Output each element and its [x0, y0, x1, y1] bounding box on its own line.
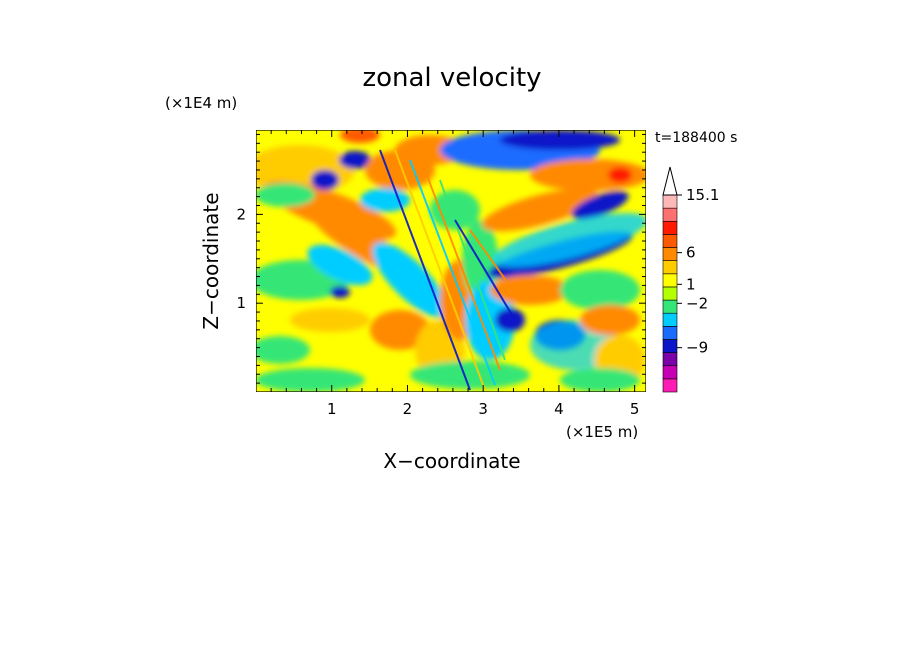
x-tick-label: 1	[327, 400, 337, 418]
blob	[340, 130, 380, 143]
streak	[394, 149, 486, 391]
streak	[469, 229, 521, 301]
blob	[311, 170, 339, 190]
colorbar-segment	[662, 339, 678, 353]
colorbar-label: 6	[686, 244, 696, 262]
colorbar-extend-arrow	[662, 166, 678, 196]
colorbar-segment	[662, 260, 678, 275]
x-tick-label: 4	[554, 400, 564, 418]
y-tick-labels: 12	[236, 205, 246, 312]
colorbar-segment	[662, 378, 678, 393]
colorbar-segment	[662, 220, 678, 235]
x-tick-label: 2	[403, 400, 413, 418]
y-scale-note: (×1E4 m)	[165, 94, 237, 112]
x-tick-label: 3	[478, 400, 488, 418]
streak	[409, 159, 496, 386]
streak	[424, 169, 501, 371]
blob	[372, 242, 448, 318]
blob	[560, 368, 640, 392]
time-label: t=188400 s	[655, 130, 737, 146]
wave-streaks	[379, 149, 521, 391]
blob	[290, 308, 370, 332]
blob	[307, 244, 373, 286]
colorbar-segment	[662, 352, 678, 367]
blob	[256, 183, 315, 207]
y-tick-label: 1	[236, 294, 246, 312]
blob	[410, 361, 530, 389]
colorbar-segment	[662, 299, 678, 314]
axis-ticks	[256, 130, 646, 392]
blob	[256, 368, 365, 392]
x-scale-note: (×1E5 m)	[566, 423, 638, 441]
colorbar-segment	[662, 286, 678, 301]
blob	[495, 308, 525, 332]
contour-plot-area	[256, 130, 646, 392]
streak	[379, 149, 471, 391]
colorbar	[662, 166, 678, 393]
streak	[439, 179, 506, 361]
streak	[454, 219, 516, 321]
colorbar-segment	[662, 234, 678, 248]
blob	[530, 159, 646, 191]
colorbar-segment	[662, 207, 678, 222]
colorbar-segment	[662, 326, 678, 340]
colorbar-labels: 15.1 6 1−2 −9	[677, 186, 719, 357]
blob	[492, 212, 646, 268]
y-axis-label: Z−coordinate	[199, 192, 223, 329]
blob	[370, 310, 430, 350]
colorbar-label: −2	[686, 294, 708, 312]
colorbar-label: −9	[686, 339, 708, 357]
blob	[560, 270, 640, 310]
colorbar-segment	[662, 365, 678, 380]
blob	[500, 130, 620, 150]
y-tick-label: 2	[236, 205, 246, 223]
blob	[339, 151, 371, 169]
colorbar-segment	[662, 247, 678, 261]
blob	[481, 188, 599, 232]
colorbar-segment	[662, 273, 678, 288]
x-tick-label: 5	[630, 400, 640, 418]
blob	[330, 286, 350, 298]
colorbar-segment	[662, 194, 678, 209]
blob	[608, 167, 632, 183]
blob	[430, 190, 480, 230]
colorbar-label: 15.1	[686, 186, 719, 204]
chart-title: zonal velocity	[362, 63, 541, 93]
blob	[490, 275, 570, 305]
blob	[580, 305, 640, 335]
blob	[571, 191, 629, 219]
x-axis-label: X−coordinate	[383, 449, 520, 473]
colorbar-label: 1	[686, 275, 696, 293]
blob	[256, 336, 310, 364]
colorbar-segment	[662, 312, 678, 327]
x-tick-labels: 1 2 3 4 5	[327, 400, 639, 418]
